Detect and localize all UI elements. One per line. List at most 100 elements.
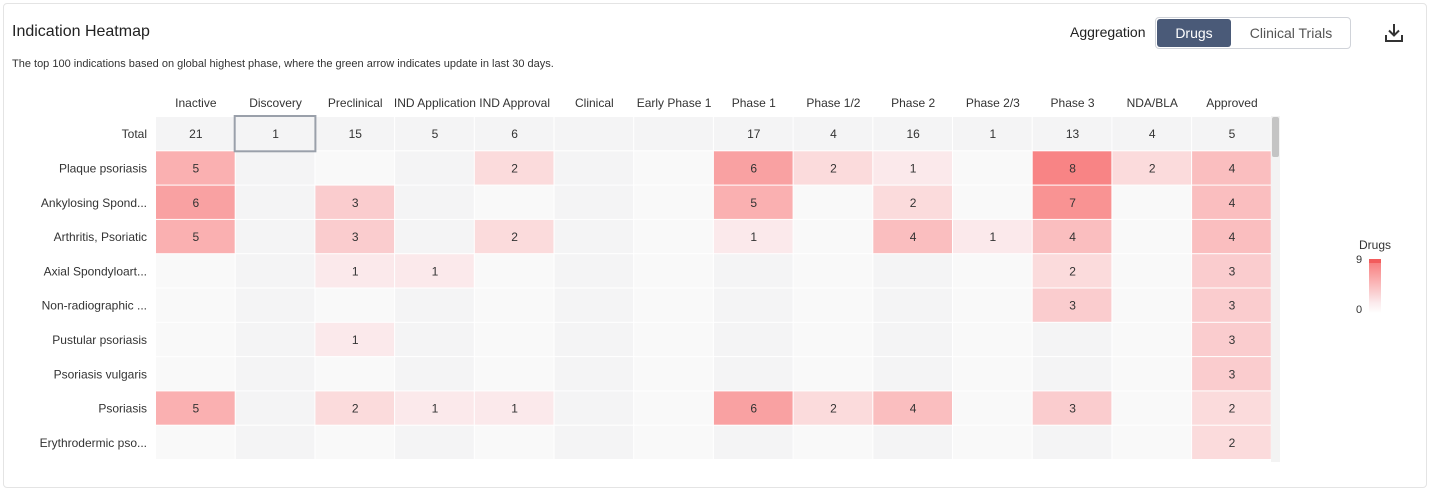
heatmap-cell[interactable] [475,323,554,356]
heatmap-cell[interactable] [1033,323,1112,356]
heatmap-cell[interactable] [555,220,634,253]
cell-value: 15 [349,127,363,141]
heatmap-cell[interactable] [236,357,315,390]
download-icon[interactable] [1382,21,1406,45]
cell-value: 1 [432,402,439,416]
heatmap-cell[interactable] [555,391,634,424]
heatmap-cell[interactable] [156,426,235,459]
heatmap-cell[interactable] [315,289,394,322]
heatmap-cell[interactable] [395,289,474,322]
heatmap-cell[interactable] [395,220,474,253]
heatmap-cell[interactable] [794,220,873,253]
heatmap-cell[interactable] [395,151,474,184]
heatmap-cell[interactable] [1033,426,1112,459]
heatmap-cell[interactable] [1112,289,1191,322]
heatmap-cell[interactable] [555,186,634,219]
heatmap-cell[interactable] [475,426,554,459]
heatmap-cell[interactable] [634,323,713,356]
heatmap-cell[interactable] [236,323,315,356]
heatmap-cell[interactable] [555,357,634,390]
heatmap-cell[interactable] [794,426,873,459]
heatmap-cell[interactable] [953,391,1032,424]
heatmap-cell[interactable] [714,254,793,287]
heatmap-cell[interactable] [634,117,713,150]
heatmap-cell[interactable] [395,186,474,219]
heatmap-cell[interactable] [714,426,793,459]
heatmap-cell[interactable] [634,391,713,424]
heatmap-cell[interactable] [555,254,634,287]
heatmap-cell[interactable] [634,151,713,184]
heatmap-cell[interactable] [236,254,315,287]
heatmap-cell[interactable] [156,357,235,390]
heatmap-cell[interactable] [794,323,873,356]
heatmap-cell[interactable] [873,357,952,390]
heatmap-cell[interactable] [1033,357,1112,390]
heatmap-cell[interactable] [236,151,315,184]
heatmap-cell[interactable] [794,289,873,322]
heatmap-cell[interactable] [1112,357,1191,390]
heatmap-cell[interactable] [953,426,1032,459]
heatmap-cell[interactable] [555,151,634,184]
heatmap-cell[interactable] [555,289,634,322]
heatmap-cell[interactable] [953,289,1032,322]
heatmap-cell[interactable] [475,254,554,287]
heatmap-cell[interactable] [156,323,235,356]
cell-value: 6 [511,127,518,141]
heatmap-cell[interactable] [873,426,952,459]
heatmap-cell[interactable] [315,426,394,459]
heatmap-cell[interactable] [714,323,793,356]
heatmap-cell[interactable] [953,254,1032,287]
heatmap-cell[interactable] [236,426,315,459]
heatmap-cell[interactable] [634,186,713,219]
heatmap-cell[interactable] [953,151,1032,184]
heatmap-cell[interactable] [953,186,1032,219]
heatmap-cell[interactable] [794,186,873,219]
heatmap-cell[interactable] [634,254,713,287]
heatmap-cell[interactable] [236,391,315,424]
heatmap-cell[interactable] [555,426,634,459]
heatmap-cell[interactable] [555,323,634,356]
heatmap-cell[interactable] [1112,391,1191,424]
heatmap-cell[interactable] [794,254,873,287]
heatmap-cell[interactable] [1112,323,1191,356]
heatmap-cell[interactable] [236,220,315,253]
cell-value: 1 [511,402,518,416]
column-label: Phase 3 [1051,96,1095,110]
legend-color-bar[interactable] [1369,259,1381,313]
heatmap-cell[interactable] [634,289,713,322]
cell-value: 2 [830,402,837,416]
heatmap-cell[interactable] [634,220,713,253]
heatmap-cell[interactable] [555,117,634,150]
heatmap-cell[interactable] [1112,254,1191,287]
heatmap-cell[interactable] [315,151,394,184]
heatmap-cell[interactable] [475,186,554,219]
scrollbar-track[interactable] [1271,116,1280,462]
heatmap-cell[interactable] [1112,426,1191,459]
heatmap-cell[interactable] [714,289,793,322]
heatmap-cell[interactable] [236,186,315,219]
cell-value: 7 [1069,196,1076,210]
heatmap-cell[interactable] [794,357,873,390]
heatmap-cell[interactable] [873,323,952,356]
heatmap-cell[interactable] [953,357,1032,390]
heatmap-cell[interactable] [714,357,793,390]
scrollbar-thumb[interactable] [1272,117,1279,157]
heatmap-cell[interactable] [156,254,235,287]
heatmap-cell[interactable] [315,357,394,390]
heatmap-cell[interactable] [475,289,554,322]
heatmap-cell[interactable] [873,289,952,322]
heatmap-cell[interactable] [953,323,1032,356]
heatmap-cell[interactable] [395,357,474,390]
legend-handle[interactable] [1369,259,1381,263]
heatmap-cell[interactable] [395,323,474,356]
heatmap-cell[interactable] [1112,186,1191,219]
heatmap-cell[interactable] [395,426,474,459]
heatmap-cell[interactable] [634,426,713,459]
heatmap-cell[interactable] [236,289,315,322]
heatmap-cell[interactable] [1112,220,1191,253]
heatmap-cell[interactable] [156,289,235,322]
heatmap-cell[interactable] [634,357,713,390]
heatmap-cell[interactable] [873,254,952,287]
cell-value: 1 [432,264,439,278]
heatmap-cell[interactable] [475,357,554,390]
